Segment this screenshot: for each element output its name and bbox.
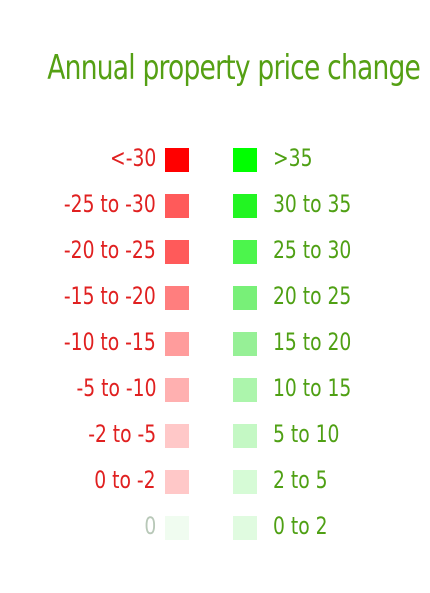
legend-label-positive: 10 to 15	[273, 374, 352, 402]
legend-label-positive: 5 to 10	[273, 420, 340, 448]
legend-swatch-negative	[165, 378, 189, 402]
legend-swatch-positive	[233, 240, 257, 264]
legend-label-positive: 0 to 2	[273, 512, 328, 540]
legend-swatch-positive	[233, 378, 257, 402]
legend-label-negative: -2 to -5	[87, 420, 156, 448]
legend-label-negative: -20 to -25	[64, 236, 156, 264]
legend-swatch-negative	[165, 516, 189, 540]
legend-swatch-negative	[165, 424, 189, 448]
legend-swatch-positive	[233, 148, 257, 172]
legend-row: -2 to -5 5 to 10	[0, 414, 430, 460]
legend-label-positive: 25 to 30	[273, 236, 352, 264]
legend-row: -20 to -25 25 to 30	[0, 230, 430, 276]
legend-label-positive: >35	[273, 144, 313, 172]
legend-label-negative: -10 to -15	[64, 328, 156, 356]
legend-swatch-negative	[165, 286, 189, 310]
legend-swatch-negative	[165, 332, 189, 356]
legend-swatch-negative	[165, 240, 189, 264]
legend-swatch-positive	[233, 194, 257, 218]
legend-swatch-positive	[233, 332, 257, 356]
legend-label-negative: -25 to -30	[64, 190, 156, 218]
legend-swatch-negative	[165, 148, 189, 172]
legend-swatch-negative	[165, 194, 189, 218]
legend-label-positive: 2 to 5	[273, 466, 328, 494]
legend-row: 0 to -2 2 to 5	[0, 460, 430, 506]
legend-swatch-positive	[233, 516, 257, 540]
legend-row: -5 to -10 10 to 15	[0, 368, 430, 414]
legend-label-negative: -15 to -20	[64, 282, 156, 310]
legend-row: <-30 >35	[0, 138, 430, 184]
legend-swatch-positive	[233, 424, 257, 448]
legend-swatch-positive	[233, 286, 257, 310]
legend-label-negative: -5 to -10	[76, 374, 156, 402]
legend-label-positive: 30 to 35	[273, 190, 352, 218]
page-title: Annual property price change (%)	[47, 48, 430, 88]
legend-swatch-negative	[165, 470, 189, 494]
legend-label-negative: 0	[144, 512, 156, 540]
legend-row: 0 0 to 2	[0, 506, 430, 552]
legend-label-positive: 15 to 20	[273, 328, 352, 356]
legend-row: -15 to -20 20 to 25	[0, 276, 430, 322]
legend-row: -25 to -30 30 to 35	[0, 184, 430, 230]
legend-label-positive: 20 to 25	[273, 282, 352, 310]
legend-row: -10 to -15 15 to 20	[0, 322, 430, 368]
legend-label-negative: <-30	[109, 144, 156, 172]
legend-swatch-positive	[233, 470, 257, 494]
legend-label-negative: 0 to -2	[94, 466, 156, 494]
